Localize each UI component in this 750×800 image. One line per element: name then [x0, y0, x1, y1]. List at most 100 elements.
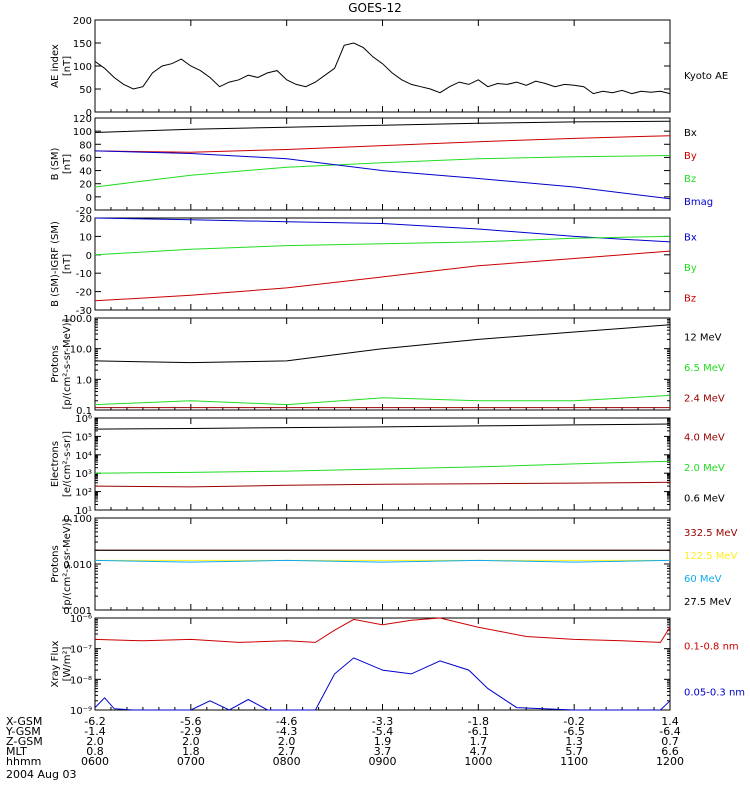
series-line-5-2 — [94, 559, 671, 563]
y-axis-label: [nT] — [62, 154, 73, 174]
panel-frame — [94, 19, 671, 113]
chart-title: GOES-12 — [348, 1, 402, 15]
orbit-cell: -0.2 — [563, 715, 585, 728]
y-tick-label: 20 — [79, 214, 92, 225]
panel-0: 0 50 100 150 200 AE index [nT] Kyoto AE — [50, 16, 728, 119]
y-tick-label: 40 — [79, 167, 92, 178]
orbit-cell: 2.0 — [182, 735, 200, 748]
y-tick-label: -30 — [76, 306, 92, 317]
y-axis-label: [p/(cm²-s-sr-MeV)] — [62, 518, 73, 609]
orbit-cell: 0.7 — [661, 735, 679, 748]
y-axis-label: [e/(cm²-s-sr)] — [62, 431, 73, 497]
y-tick-label: 10³ — [75, 469, 92, 480]
orbit-cell: -4.3 — [275, 725, 298, 738]
legend-label: Bmag — [684, 197, 713, 208]
y-tick-label: 1.0 — [76, 375, 92, 386]
y-tick-label: 0 — [86, 108, 92, 119]
orbit-cell: -2.9 — [180, 725, 202, 738]
orbit-cell: -1.8 — [467, 715, 490, 728]
y-tick-label: 0.001 — [63, 606, 92, 617]
orbit-cell: 1000 — [464, 755, 493, 768]
series-line-1-0 — [94, 120, 671, 133]
orbit-cell: 0700 — [176, 755, 205, 768]
y-tick-label: 150 — [73, 39, 92, 50]
y-tick-label: 10⁵ — [75, 432, 92, 443]
y-tick-label: 10⁶ — [75, 414, 92, 425]
y-tick-label: 0.010 — [63, 560, 92, 571]
orbit-cell: 0900 — [368, 755, 397, 768]
legend-label: Kyoto AE — [684, 71, 728, 82]
y-tick-label: 10⁻⁷ — [70, 645, 92, 656]
series-line-1-1 — [94, 135, 671, 153]
series-line-1-3 — [94, 150, 671, 200]
legend-label: By — [684, 151, 697, 162]
orbit-row-label: Y-GSM — [6, 725, 41, 738]
series-line-3-0 — [94, 324, 671, 364]
orbit-row-label: hhmm — [6, 755, 42, 768]
y-tick-label: 10⁻⁶ — [70, 614, 92, 625]
legend-label: 12 MeV — [684, 332, 722, 343]
y-axis-label: [p/(cm²-s-sr-MeV)] — [62, 318, 73, 409]
legend-label: Bz — [684, 174, 696, 185]
panel-frame — [94, 517, 671, 611]
series-line-2-1 — [94, 235, 671, 256]
series-line-2-2 — [94, 250, 671, 302]
y-axis-label: B (SM)-IGRF (SM) — [50, 221, 61, 307]
orbit-cell: 0.8 — [86, 745, 104, 758]
y-tick-label: 100.0 — [63, 314, 92, 325]
series-line-4-2 — [94, 423, 671, 430]
legend-label: 0.6 MeV — [684, 494, 725, 505]
legend-label: Bx — [684, 128, 697, 139]
legend-label: Bx — [684, 232, 697, 243]
orbit-cell: 4.7 — [469, 745, 488, 758]
orbit-cell: 1.3 — [565, 735, 583, 748]
y-tick-label: 10⁴ — [75, 451, 92, 462]
panel-frame — [94, 317, 671, 411]
orbit-cell: 2.0 — [86, 735, 104, 748]
legend-label: 122.5 MeV — [684, 551, 738, 562]
series-line-3-1 — [94, 394, 671, 406]
orbit-cell: 1.7 — [469, 735, 488, 748]
orbit-cell: -6.2 — [84, 715, 106, 728]
y-axis-label: Protons — [50, 545, 61, 582]
series-line-4-0 — [94, 481, 671, 488]
panel-1: -20 0 20 40 60 80 100 120 B (SM) [nT] Bx By Bz Bmag — [50, 114, 713, 217]
orbit-cell: 1200 — [656, 755, 684, 768]
panel-3: 0.1 1.0 10.0 100.0 Protons [p/(cm²-s-sr-MeV)]… — [50, 314, 725, 417]
legend-label: 60 MeV — [684, 574, 722, 585]
orbit-cell: 1.8 — [182, 745, 200, 758]
series-line-4-1 — [94, 460, 671, 474]
orbit-cell: 3.7 — [373, 745, 392, 758]
orbit-row-label: MLT — [6, 745, 27, 758]
y-axis-label: [nT] — [62, 56, 73, 76]
legend-label: Bz — [684, 294, 696, 305]
series-line-1-2 — [94, 155, 671, 188]
legend-label: 27.5 MeV — [684, 597, 731, 608]
panel-5: 0.001 0.010 0.100 Protons [p/(cm²-s-sr-MeV)]… — [50, 514, 738, 617]
series-line-2-0 — [94, 217, 671, 243]
series-line-6-1 — [94, 657, 671, 711]
y-tick-label: 120 — [73, 114, 92, 125]
legend-label: 0.05-0.3 nm — [684, 688, 745, 699]
y-tick-label: 0.1 — [76, 406, 92, 417]
orbit-cell: -5.4 — [371, 725, 394, 738]
panel-frame — [94, 617, 671, 711]
orbit-row: X-GSM -6.2 -5.6 -4.6 -3.3 -1.8 -0.2 1.4 — [6, 716, 746, 728]
panel-2: -30 -20 -10 0 10 20 B (SM)-IGRF (SM) [nT] Bx By Bz — [50, 214, 697, 317]
y-tick-label: 10¹ — [75, 506, 92, 517]
y-tick-label: 10.0 — [70, 345, 92, 356]
legend-label: By — [684, 263, 697, 274]
legend-label: 2.4 MeV — [684, 394, 725, 405]
y-tick-label: 0.100 — [63, 514, 92, 525]
legend-label: 6.5 MeV — [684, 363, 725, 374]
orbit-row-label: X-GSM — [6, 715, 43, 728]
orbit-row-label: Z-GSM — [6, 735, 43, 748]
y-tick-label: 10² — [75, 488, 92, 499]
orbit-cell: 2.7 — [277, 745, 296, 758]
orbit-cell: 0600 — [81, 755, 109, 768]
orbit-table: X-GSM -6.2 -5.6 -4.6 -3.3 -1.8 -0.2 1.4 Y-GSM -1.… — [0, 716, 750, 800]
orbit-cell: 5.7 — [565, 745, 583, 758]
series-line-0-0 — [94, 42, 671, 95]
